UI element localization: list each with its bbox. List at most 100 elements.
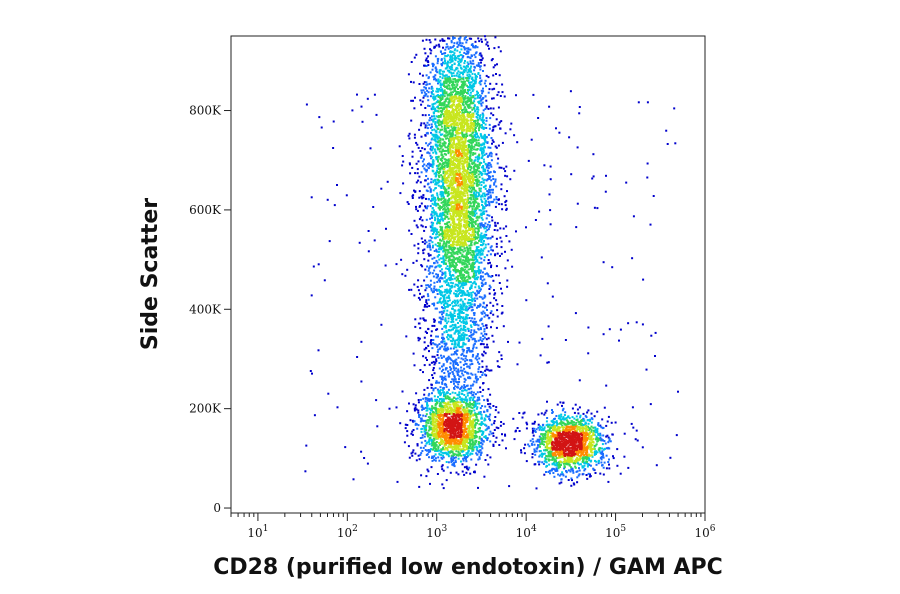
- event-point: [578, 406, 581, 409]
- event-point: [461, 308, 463, 310]
- event-point: [420, 430, 423, 433]
- event-point: [477, 37, 480, 40]
- event-point: [469, 247, 472, 250]
- event-point: [504, 170, 507, 173]
- event-point: [438, 347, 441, 350]
- event-point: [439, 139, 442, 142]
- event-point: [490, 264, 493, 267]
- event-point: [439, 75, 442, 78]
- event-point: [478, 295, 481, 298]
- event-point: [416, 443, 419, 446]
- event-point: [463, 321, 466, 324]
- event-point: [570, 466, 573, 469]
- event-point: [602, 456, 605, 459]
- event-point: [452, 320, 455, 323]
- event-point: [473, 437, 476, 440]
- event-point: [460, 58, 463, 61]
- event-point: [481, 151, 484, 154]
- event-point: [473, 330, 476, 333]
- event-point: [473, 322, 475, 325]
- event-point: [423, 47, 426, 50]
- event-point: [475, 381, 478, 384]
- event-point: [475, 74, 477, 77]
- event-point: [424, 449, 427, 451]
- event-point: [437, 121, 440, 124]
- event-point: [474, 73, 476, 76]
- event-point: [549, 178, 552, 181]
- event-point: [539, 427, 542, 430]
- event-point: [452, 305, 454, 308]
- event-point: [440, 453, 443, 456]
- event-point: [492, 200, 495, 203]
- event-point: [588, 475, 591, 478]
- event-point: [607, 461, 610, 463]
- event-point: [439, 137, 442, 140]
- event-point: [501, 292, 504, 295]
- event-point: [457, 381, 460, 383]
- event-point: [431, 194, 434, 197]
- event-point: [380, 187, 383, 190]
- event-point: [426, 293, 429, 296]
- event-point: [460, 386, 463, 389]
- event-point: [457, 373, 460, 376]
- event-point: [598, 434, 601, 437]
- event-point: [443, 307, 446, 310]
- event-point: [489, 191, 492, 194]
- event-point: [444, 59, 447, 62]
- event-point: [443, 393, 445, 396]
- event-point: [442, 452, 445, 455]
- event-point: [483, 64, 486, 67]
- event-point: [455, 363, 457, 365]
- event-point: [445, 314, 448, 317]
- event-point: [462, 78, 465, 81]
- event-point: [646, 162, 649, 165]
- event-point: [417, 336, 420, 339]
- event-point: [317, 263, 320, 266]
- event-point: [444, 271, 447, 274]
- event-point: [481, 116, 484, 119]
- event-point: [467, 85, 469, 88]
- event-point: [477, 127, 480, 130]
- event-point: [482, 70, 484, 72]
- event-point: [451, 259, 454, 262]
- event-point: [445, 82, 448, 85]
- event-point: [476, 164, 479, 167]
- event-point: [474, 401, 477, 404]
- event-point: [574, 466, 577, 469]
- event-point: [427, 298, 430, 301]
- event-point: [430, 107, 433, 110]
- event-point: [444, 92, 447, 95]
- event-point: [441, 315, 444, 318]
- event-point: [436, 473, 439, 475]
- event-point: [453, 351, 456, 353]
- event-point: [441, 244, 444, 247]
- event-point: [477, 327, 480, 330]
- event-point: [457, 70, 460, 73]
- event-point: [557, 473, 560, 476]
- event-point: [472, 401, 475, 404]
- event-point: [430, 131, 432, 134]
- event-point: [468, 307, 471, 309]
- event-point: [421, 225, 424, 228]
- event-point: [440, 448, 443, 451]
- event-point: [474, 278, 477, 281]
- event-point: [437, 159, 439, 162]
- event-point: [549, 469, 552, 472]
- event-point: [502, 167, 505, 170]
- event-point: [447, 47, 450, 50]
- event-point: [438, 265, 441, 268]
- event-point: [482, 192, 485, 195]
- event-point: [586, 457, 589, 460]
- event-point: [432, 446, 435, 449]
- event-point: [305, 103, 308, 106]
- event-point: [442, 245, 445, 248]
- event-point: [582, 412, 585, 415]
- event-point: [471, 72, 474, 75]
- event-point: [423, 393, 426, 396]
- event-point: [446, 466, 449, 469]
- event-point: [437, 245, 440, 248]
- event-point: [474, 442, 477, 445]
- event-point: [582, 424, 585, 427]
- event-point: [414, 404, 417, 407]
- event-point: [430, 213, 433, 216]
